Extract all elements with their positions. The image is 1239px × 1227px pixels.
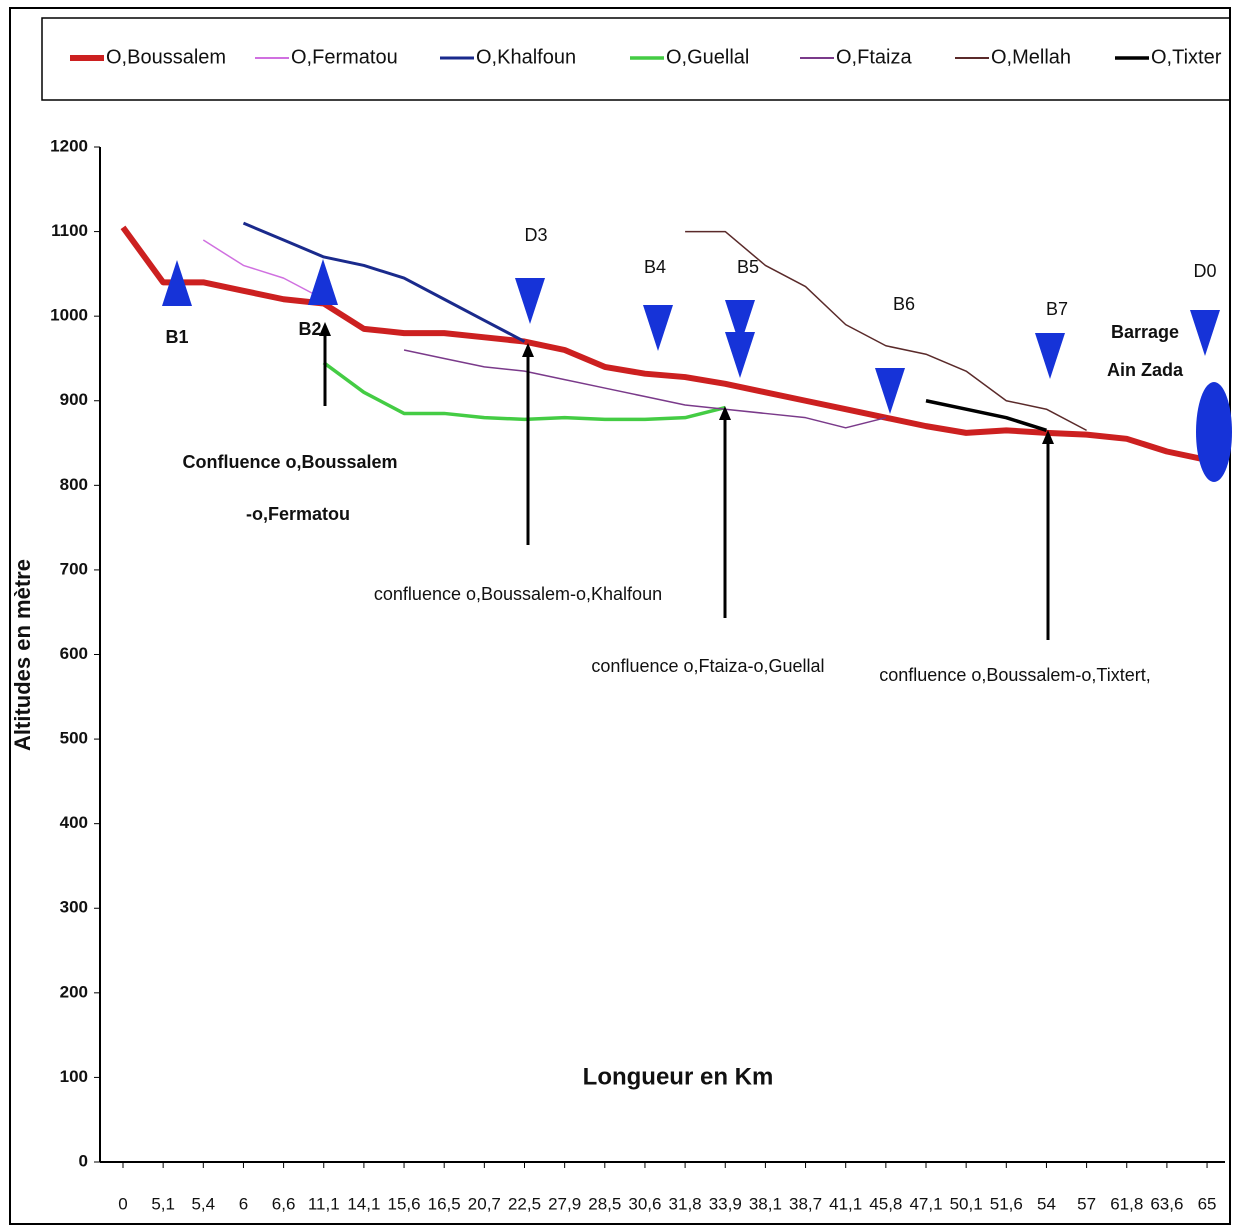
x-tick-label: 47,1 — [909, 1194, 942, 1213]
y-tick-label: 1100 — [51, 221, 88, 240]
station-marker — [1035, 333, 1065, 379]
x-tick-label: 14,1 — [347, 1194, 380, 1213]
annotation: Confluence o,Boussalem — [182, 452, 397, 472]
x-tick-label: 31,8 — [669, 1194, 702, 1213]
series-line — [925, 399, 1047, 433]
x-tick-label: 6 — [239, 1194, 248, 1213]
annotation: B6 — [893, 294, 915, 314]
annotation: B5 — [737, 257, 759, 277]
series-line — [242, 221, 526, 343]
x-tick-label: 5,1 — [151, 1194, 175, 1213]
x-tick-label: 38,1 — [749, 1194, 782, 1213]
annotation: Ain Zada — [1107, 360, 1184, 380]
annotation: Barrage — [1111, 322, 1179, 342]
legend-label: O,Fermatou — [291, 46, 398, 68]
station-marker — [1190, 310, 1220, 356]
x-tick-label: 20,7 — [468, 1194, 501, 1213]
y-tick-label: 900 — [60, 390, 88, 409]
series-line — [322, 361, 726, 422]
station-marker — [515, 278, 545, 324]
x-tick-label: 45,8 — [869, 1194, 902, 1213]
frame — [9, 7, 1231, 1225]
y-tick-label: 0 — [79, 1151, 88, 1170]
annotation: B4 — [644, 257, 666, 277]
dam-marker — [1196, 382, 1232, 482]
x-tick-label: 5,4 — [191, 1194, 215, 1213]
x-tick-label: 51,6 — [990, 1194, 1023, 1213]
arrow-head — [522, 343, 534, 357]
x-axis-title: Longueur en Km — [583, 1063, 774, 1090]
x-tick-label: 0 — [118, 1194, 127, 1213]
annotation: B2 — [298, 319, 321, 339]
series-line — [120, 225, 1208, 463]
arrow-head — [319, 322, 331, 336]
y-tick-label: 1000 — [50, 306, 88, 325]
x-tick-label: 11,1 — [308, 1194, 340, 1213]
x-tick-label: 28,5 — [588, 1194, 621, 1213]
x-tick-label: 30,6 — [628, 1194, 661, 1213]
series-line — [202, 239, 325, 300]
series-line — [685, 230, 1087, 432]
legend-box — [41, 17, 1231, 101]
legend-label: O,Ftaiza — [836, 46, 912, 68]
annotation: B7 — [1046, 299, 1068, 319]
x-tick-label: 61,8 — [1110, 1194, 1143, 1213]
legend-label: O,Guellal — [666, 46, 749, 68]
station-marker — [875, 368, 905, 414]
arrow-head — [1042, 430, 1054, 444]
y-tick-label: 1200 — [50, 136, 88, 155]
annotation: confluence o,Boussalem-o,Khalfoun — [374, 584, 662, 604]
y-tick-label: 100 — [60, 1067, 88, 1086]
station-marker — [308, 259, 338, 305]
annotation: B1 — [165, 327, 188, 347]
y-tick-label: 400 — [60, 813, 88, 832]
legend-label: O,Mellah — [991, 46, 1071, 68]
y-tick-label: 700 — [60, 559, 88, 578]
x-tick-label: 6,6 — [272, 1194, 296, 1213]
x-tick-label: 16,5 — [428, 1194, 461, 1213]
annotation: D0 — [1193, 261, 1216, 281]
y-tick-label: 500 — [60, 729, 88, 748]
x-tick-label: 15,6 — [388, 1194, 421, 1213]
series-line — [403, 349, 887, 429]
x-tick-label: 57 — [1077, 1194, 1096, 1213]
station-marker — [643, 305, 673, 351]
annotation: confluence o,Ftaiza-o,Guellal — [591, 656, 824, 676]
legend-label: O,Boussalem — [106, 46, 226, 68]
y-tick-label: 300 — [60, 898, 88, 917]
x-tick-label: 50,1 — [950, 1194, 983, 1213]
x-tick-label: 65 — [1198, 1194, 1217, 1213]
annotation: -o,Fermatou — [246, 504, 350, 524]
annotation: confluence o,Boussalem-o,Tixtert, — [879, 665, 1150, 685]
x-tick-label: 27,9 — [548, 1194, 581, 1213]
y-tick-label: 800 — [60, 475, 88, 494]
station-marker — [725, 332, 755, 378]
legend-label: O,Tixter — [1151, 46, 1222, 68]
y-tick-label: 600 — [60, 644, 88, 663]
station-marker — [162, 260, 192, 306]
annotation: D3 — [524, 225, 547, 245]
arrow-head — [719, 406, 731, 420]
legend-label: O,Khalfoun — [476, 46, 576, 68]
x-tick-label: 38,7 — [789, 1194, 822, 1213]
x-tick-label: 41,1 — [829, 1194, 862, 1213]
x-tick-label: 33,9 — [709, 1194, 742, 1213]
station-marker — [725, 300, 755, 346]
x-tick-label: 22,5 — [508, 1194, 541, 1213]
y-tick-label: 200 — [60, 982, 88, 1001]
y-axis-title: Altitudes en mètre — [10, 559, 35, 751]
x-tick-label: 63,6 — [1150, 1194, 1183, 1213]
x-tick-label: 54 — [1037, 1194, 1056, 1213]
